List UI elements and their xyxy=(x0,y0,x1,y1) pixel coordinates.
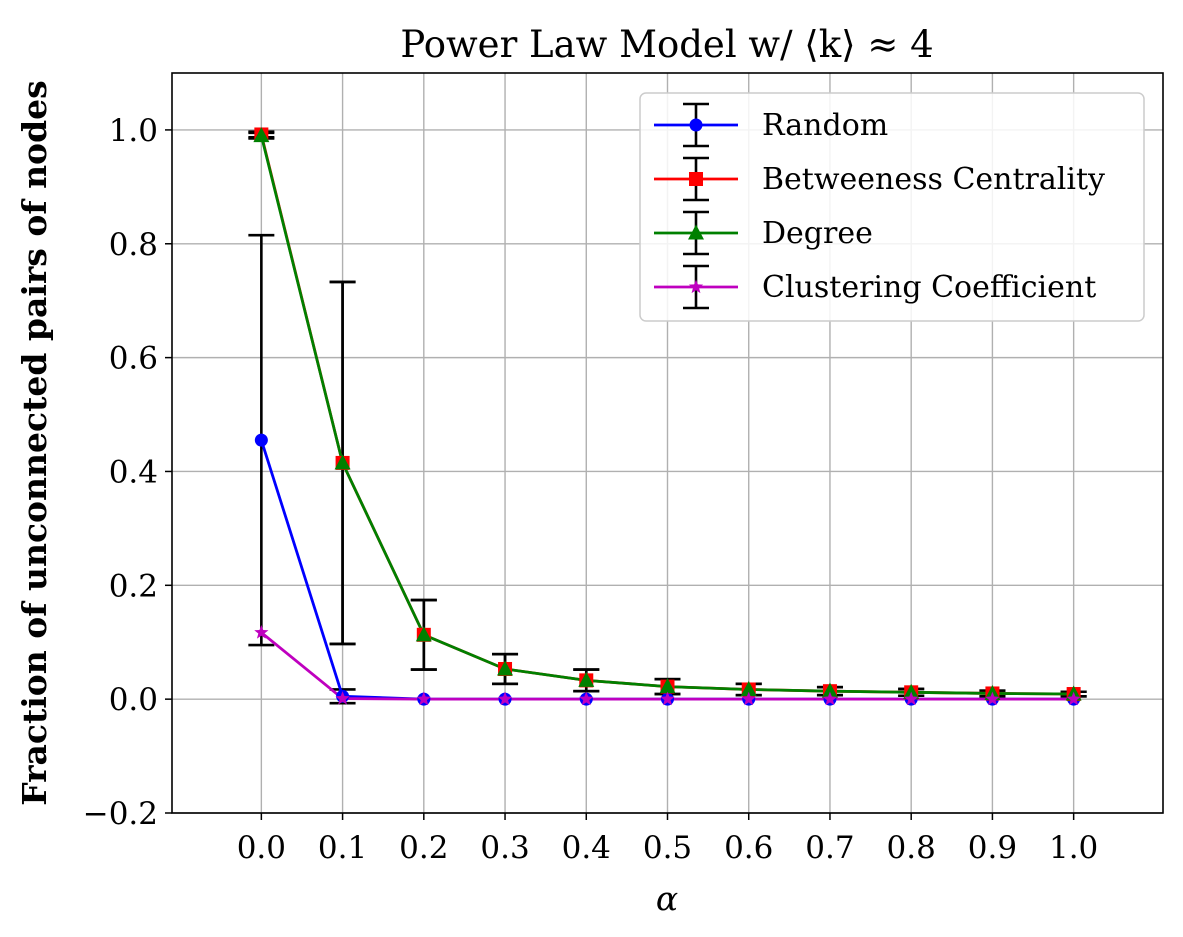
x-tick-label: 0.4 xyxy=(562,830,611,866)
data-point-degree xyxy=(334,454,351,470)
y-tick-label: 0.4 xyxy=(109,454,158,490)
x-tick-label: 0.2 xyxy=(399,830,448,866)
legend-label: Random xyxy=(762,108,888,143)
legend-entry-clustering-coefficient: Clustering Coefficient xyxy=(654,264,1096,310)
x-tick-label: 0.0 xyxy=(237,830,286,866)
x-tick-label: 0.1 xyxy=(318,830,367,866)
data-point-clustering-coefficient xyxy=(254,625,269,639)
legend-marker xyxy=(688,224,704,240)
x-tick-label: 0.5 xyxy=(643,830,692,866)
legend-label: Clustering Coefficient xyxy=(762,270,1096,305)
data-point-degree xyxy=(821,682,838,698)
data-point-clustering-coefficient xyxy=(1066,691,1081,706)
data-point-degree xyxy=(659,678,676,694)
legend-label: Degree xyxy=(762,216,873,251)
y-tick-label: 0.8 xyxy=(109,227,158,263)
y-tick-label: 0.0 xyxy=(109,682,158,718)
legend-frame xyxy=(639,92,1145,322)
data-point-degree xyxy=(497,660,514,676)
legend-marker xyxy=(689,118,703,132)
x-tick-label: 1.0 xyxy=(1049,830,1098,866)
y-tick-label: 1.0 xyxy=(109,113,158,149)
x-tick-label: 0.8 xyxy=(887,830,936,866)
data-point-clustering-coefficient xyxy=(660,691,675,706)
data-point-clustering-coefficient xyxy=(741,691,756,706)
y-tick-label: −0.2 xyxy=(83,796,158,832)
legend: Random Betweeness Centrality Degree Cluster… xyxy=(639,92,1145,322)
data-point-degree xyxy=(903,683,920,699)
y-axis-ticks: −0.2 0.0 0.2 0.4 0.6 0.8 1.0 xyxy=(83,113,172,832)
legend-label: Betweeness Centrality xyxy=(762,162,1105,197)
chart-title: Power Law Model w/ ⟨k⟩ ≈ 4 xyxy=(400,23,933,66)
legend-entry-betweeness-centrality: Betweeness Centrality xyxy=(654,156,1105,202)
x-tick-label: 0.3 xyxy=(480,830,529,866)
data-point-clustering-coefficient xyxy=(985,691,1000,706)
legend-entry-random: Random xyxy=(654,102,888,148)
y-tick-label: 0.2 xyxy=(109,568,158,604)
data-point-clustering-coefficient xyxy=(497,691,513,706)
legend-entry-degree: Degree xyxy=(654,210,873,256)
data-point-clustering-coefficient xyxy=(904,691,919,706)
data-point-degree xyxy=(578,671,595,687)
x-axis-ticks: 0.0 0.1 0.2 0.3 0.4 0.5 0.6 0.7 0.8 0.9 1.0 xyxy=(237,813,1098,866)
legend-marker xyxy=(689,172,703,186)
legend-entries: Random Betweeness Centrality Degree Cluster… xyxy=(654,102,1105,310)
y-axis-label: Fraction of unconnected pairs of nodes xyxy=(15,80,54,805)
series-markers xyxy=(253,127,1082,706)
data-point-clustering-coefficient xyxy=(416,691,431,706)
data-point-degree xyxy=(415,626,432,642)
x-axis-label: α xyxy=(656,879,678,918)
data-point-clustering-coefficient xyxy=(335,691,350,705)
legend-marker xyxy=(688,279,704,294)
x-tick-label: 0.7 xyxy=(805,830,854,866)
data-point-random xyxy=(254,433,268,447)
y-tick-label: 0.6 xyxy=(109,341,158,377)
x-tick-label: 0.6 xyxy=(724,830,773,866)
data-point-degree xyxy=(740,680,757,696)
data-point-clustering-coefficient xyxy=(822,691,838,706)
x-tick-label: 0.9 xyxy=(968,830,1017,866)
data-point-clustering-coefficient xyxy=(579,691,594,706)
data-point-degree xyxy=(253,127,270,143)
